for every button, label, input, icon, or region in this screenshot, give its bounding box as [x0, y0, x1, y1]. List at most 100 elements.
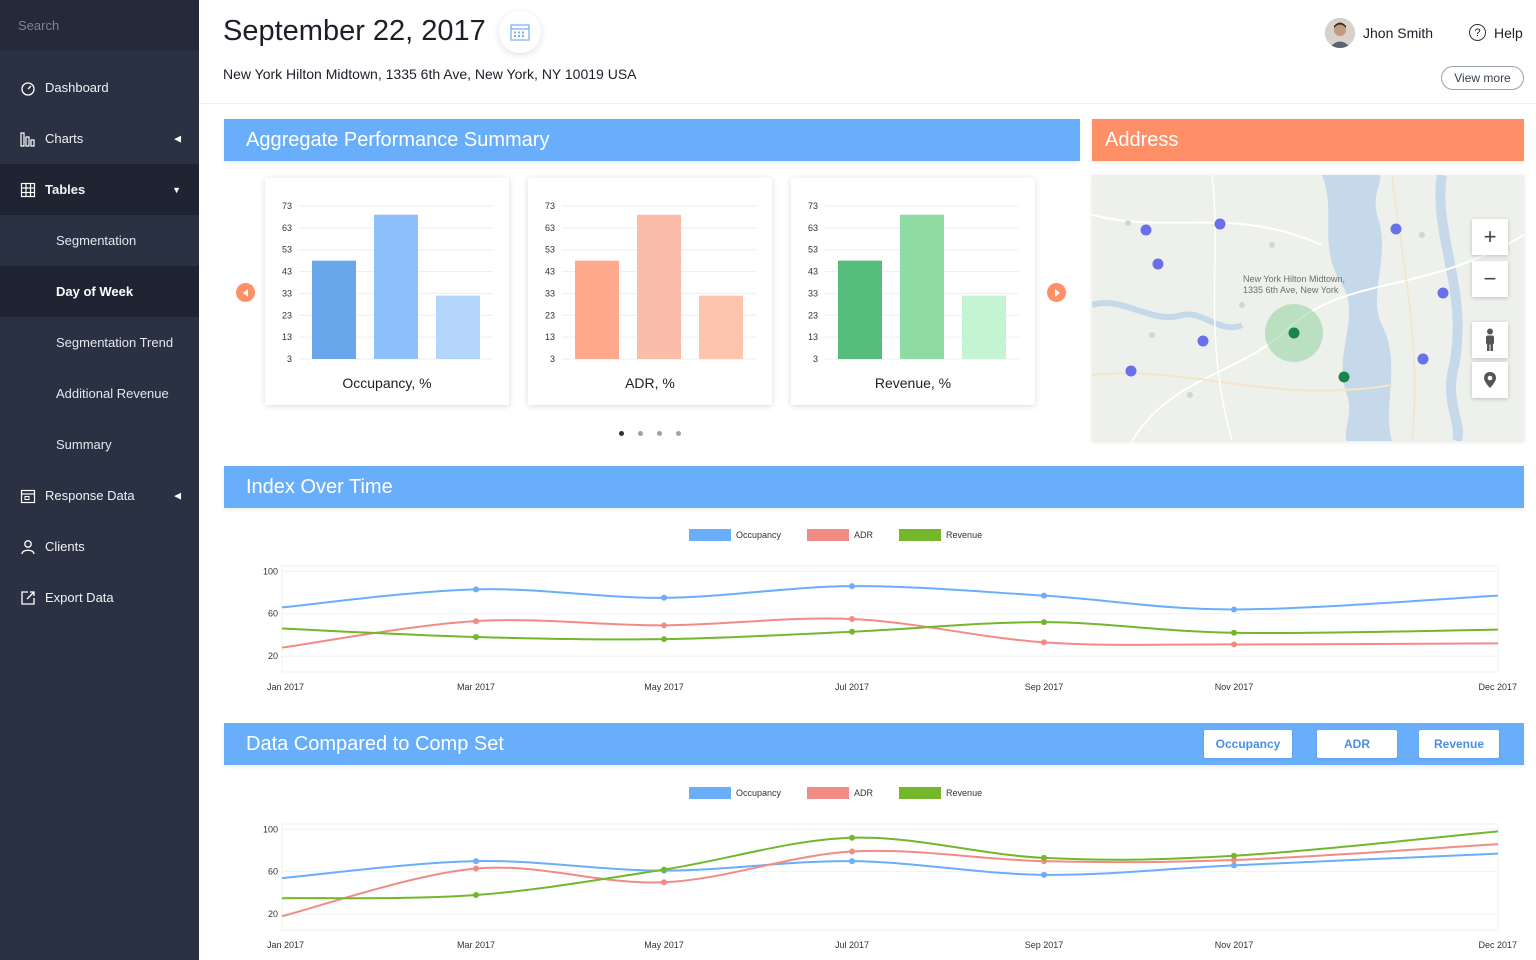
sidebar-item-charts[interactable]: Charts ◀: [0, 113, 199, 164]
legend-item-adr[interactable]: ADR: [807, 787, 873, 799]
y-tick-label: 43: [808, 267, 818, 277]
sidebar-item-tables[interactable]: Tables ▼: [0, 164, 199, 215]
y-tick-label: 73: [545, 201, 555, 211]
sidebar-subitem-summary[interactable]: Summary: [0, 419, 199, 470]
x-tick-label: Nov 2017: [1215, 682, 1254, 692]
y-tick-label: 100: [263, 824, 278, 834]
data-point: [661, 594, 667, 601]
map-markers: [1125, 218, 1449, 383]
data-point: [1041, 592, 1047, 599]
y-tick-label: 73: [808, 201, 818, 211]
x-tick-label: Jul 2017: [835, 682, 869, 692]
sidebar-item-label: Tables: [45, 182, 86, 197]
occupancy-bar-card: 3 13 23 33 43 53 63 73 Occupancy, %: [265, 178, 509, 405]
carousel-dot[interactable]: [638, 431, 643, 436]
carousel-dot[interactable]: [676, 431, 681, 436]
sidebar-item-export-data[interactable]: Export Data: [0, 572, 199, 623]
section-title: Address: [1105, 128, 1179, 151]
y-tick-label: 3: [287, 354, 292, 364]
section-title: Data Compared to Comp Set: [246, 732, 504, 755]
y-tick-label: 43: [545, 267, 555, 277]
legend-label: Revenue: [946, 788, 983, 798]
chevron-left-icon: ◀: [174, 490, 181, 500]
location-button[interactable]: [1472, 362, 1508, 398]
user-menu[interactable]: Jhon Smith: [1325, 18, 1433, 48]
carousel-next-button[interactable]: [1047, 283, 1066, 302]
legend-item-revenue[interactable]: Revenue: [899, 787, 982, 799]
search-input[interactable]: [18, 18, 194, 33]
occupancy-toggle-button[interactable]: Occupancy: [1204, 730, 1292, 758]
revenue-toggle-button[interactable]: Revenue: [1419, 730, 1499, 758]
data-point: [473, 858, 479, 865]
y-tick-label: 23: [808, 310, 818, 320]
occupancy-bar-chart: 3 13 23 33 43 53 63 73: [282, 201, 493, 364]
legend-item-revenue[interactable]: Revenue: [899, 529, 982, 541]
bar: [637, 214, 681, 359]
data-point: [849, 583, 855, 590]
x-tick-label: Sep 2017: [1025, 940, 1064, 950]
user-name: Jhon Smith: [1363, 25, 1434, 41]
adr-toggle-button[interactable]: ADR: [1317, 730, 1397, 758]
help-label: Help: [1494, 24, 1523, 41]
data-point: [1231, 862, 1237, 869]
legend-label: Occupancy: [736, 788, 782, 798]
address-section-header: Address: [1092, 119, 1524, 161]
carousel-dot[interactable]: [619, 431, 624, 436]
data-point: [1231, 629, 1237, 636]
sidebar-item-response-data[interactable]: Response Data ◀: [0, 470, 199, 521]
data-point: [1041, 639, 1047, 646]
y-tick-label: 33: [808, 288, 818, 298]
card-title: Occupancy, %: [342, 375, 432, 391]
bar: [900, 214, 944, 359]
bar: [436, 295, 480, 359]
sidebar-subitem-segmentation[interactable]: Segmentation: [0, 215, 199, 266]
header: September 22, 2017 New York Hilton Midto…: [199, 0, 1536, 104]
sidebar-subitem-label: Summary: [56, 437, 112, 452]
sidebar-item-label: Response Data: [45, 488, 135, 503]
table-icon: [19, 181, 37, 199]
help-link[interactable]: ? Help: [1469, 24, 1523, 41]
data-point: [473, 586, 479, 593]
map-pin-icon: [1484, 372, 1496, 388]
sidebar-subitem-label: Segmentation Trend: [56, 335, 174, 350]
index-over-time-chart: 20 60 100 Jan 2017 Mar 2017 May 2017 Jul 2017 S…: [263, 565, 1517, 692]
x-tick-label: Sep 2017: [1025, 682, 1064, 692]
date-picker-button[interactable]: [499, 11, 541, 53]
carousel-prev-button[interactable]: [236, 283, 255, 302]
sidebar-subitem-segmentation-trend[interactable]: Segmentation Trend: [0, 317, 199, 368]
sidebar-item-clients[interactable]: Clients: [0, 521, 199, 572]
zoom-out-button[interactable]: −: [1472, 261, 1508, 297]
x-tick-label: May 2017: [644, 682, 684, 692]
map[interactable]: New York Hilton Midtown, 1335 6th Ave, N…: [1092, 175, 1524, 441]
sidebar-subitem-day-of-week[interactable]: Day of Week: [0, 266, 199, 317]
y-tick-label: 63: [282, 223, 292, 233]
data-point: [849, 834, 855, 841]
legend-item-occupancy[interactable]: Occupancy: [689, 529, 781, 541]
map-background: [1092, 175, 1524, 441]
legend-swatch: [689, 787, 731, 799]
sidebar-subitem-label: Day of Week: [56, 284, 134, 299]
street-view-button[interactable]: [1472, 322, 1508, 358]
legend-item-adr[interactable]: ADR: [807, 529, 873, 541]
data-point: [849, 628, 855, 635]
view-more-button[interactable]: View more: [1441, 66, 1524, 90]
carousel-dot[interactable]: [657, 431, 662, 436]
data-point: [849, 616, 855, 622]
y-tick-label: 63: [808, 223, 818, 233]
bar: [699, 295, 743, 359]
aggregate-section-header: Aggregate Performance Summary: [224, 119, 1080, 161]
x-tick-label: Dec 2017: [1478, 682, 1517, 692]
legend-label: ADR: [854, 788, 874, 798]
data-point: [1231, 857, 1237, 864]
x-tick-label: Jul 2017: [835, 940, 869, 950]
adr-bar-card: 3 13 23 33 43 53 63 73 ADR, %: [528, 178, 772, 405]
zoom-in-button[interactable]: +: [1472, 219, 1508, 255]
chevron-left-icon: [242, 288, 248, 297]
sidebar-item-dashboard[interactable]: Dashboard: [0, 62, 199, 113]
bar: [312, 260, 356, 359]
legend-swatch: [899, 529, 942, 541]
comp-set-chart: 20 60 100 Jan 2017 Mar 2017 May 2017 Jul 2017 S…: [263, 823, 1517, 950]
legend-item-occupancy[interactable]: Occupancy: [689, 787, 781, 799]
sidebar-subitem-additional-revenue[interactable]: Additional Revenue: [0, 368, 199, 419]
revenue-bar-chart: 3 13 23 33 43 53 63 73: [808, 201, 1019, 364]
